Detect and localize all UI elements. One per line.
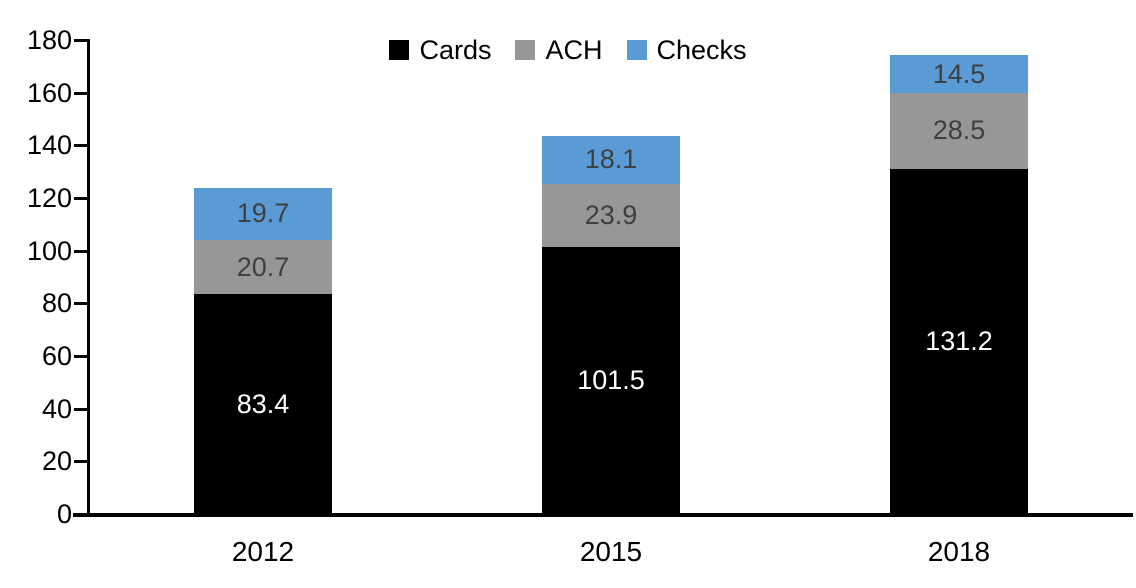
y-tick-label: 160 [26,77,72,108]
legend-label: Cards [419,34,492,65]
bar-segment-value-label: 14.5 [932,58,986,89]
y-tick-mark [74,513,89,516]
bar-segment-2018-ach: 28.5 [890,93,1028,169]
bar-segment-value-label: 20.7 [236,251,290,282]
y-tick-mark [74,407,89,411]
x-category-label: 2015 [579,536,643,567]
legend-item-ach: ACH [515,34,603,65]
bar-segment-value-label: 83.4 [236,388,290,419]
bar-segment-2015-checks: 18.1 [542,136,680,184]
y-tick-mark [74,197,89,200]
y-tick-mark [74,144,89,148]
y-axis-line [87,39,90,517]
y-tick-mark [74,302,89,306]
y-tick-label: 0 [56,499,72,529]
y-tick-mark [74,355,89,358]
bar-segment-2018-checks: 14.5 [890,55,1028,94]
y-tick-mark [74,249,89,253]
bar-segment-2012-cards: 83.4 [194,294,332,514]
bar-segment-value-label: 131.2 [925,325,993,356]
bar-segment-value-label: 101.5 [577,364,645,395]
legend-item-checks: Checks [626,34,747,65]
legend-marker-icon [515,40,536,60]
bar-segment-2012-ach: 20.7 [194,239,332,295]
y-tick-mark [74,39,89,42]
legend-marker-icon [626,40,647,60]
legend-label: ACH [545,34,603,65]
y-tick-label: 20 [41,446,72,477]
bar-segment-2015-ach: 23.9 [542,183,680,247]
legend-marker-icon [389,40,410,60]
y-tick-mark [74,91,89,95]
y-tick-label: 180 [26,25,72,55]
bar-segment-value-label: 23.9 [584,199,638,230]
y-tick-label: 100 [26,235,72,266]
bar-segment-value-label: 19.7 [236,198,290,229]
chart-legend: Cards ACH Checks [0,30,1136,70]
y-tick-label: 60 [41,341,72,371]
legend-label: Checks [656,34,747,65]
y-tick-mark [74,460,89,464]
y-tick-label: 140 [26,130,72,161]
bar-segment-2018-cards: 131.2 [890,168,1028,514]
bar-segment-2012-checks: 19.7 [194,187,332,240]
bar-segment-value-label: 18.1 [584,144,638,175]
y-tick-label: 120 [26,183,72,213]
bar-segment-value-label: 28.5 [932,115,986,146]
legend-item-cards: Cards [389,34,492,65]
y-tick-label: 40 [41,393,72,424]
bar-segment-2015-cards: 101.5 [542,246,680,514]
x-category-label: 2018 [927,536,991,567]
x-category-label: 2012 [231,536,295,567]
x-axis-line [73,513,1133,517]
y-tick-label: 80 [41,288,72,319]
